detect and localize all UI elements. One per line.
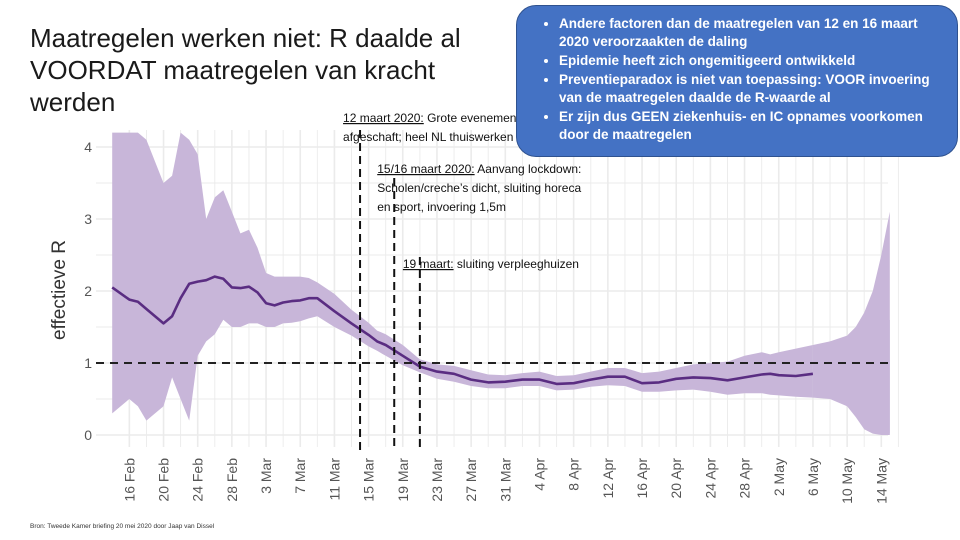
x-tick-label: 7 Mar [292,458,308,494]
r-line-group [111,275,814,386]
x-tick-label: 19 Mar [395,458,411,502]
annotation-line-text: sluiting verpleeghuizen [454,257,579,271]
x-tick-label: 8 Apr [566,458,582,491]
y-tick-label: 1 [84,355,92,371]
x-tick-label: 14 May [873,458,889,504]
x-tick-label: 11 Mar [326,458,342,501]
slide-title-line-1: Maatregelen werken niet: R daalde al [30,23,461,53]
annotation-text: 19 maart: sluiting verpleeghuizen [403,257,579,271]
y-tick-label: 3 [84,211,92,227]
slide-title-line-2: VOORDAT maatregelen van kracht werden [30,55,436,117]
info-box: Andere factoren dan de maatregelen van 1… [516,5,958,157]
slide-title: Maatregelen werken niet: R daalde al VOO… [30,22,520,118]
annotation-line-text: Aanvang lockdown: [475,162,582,176]
y-axis-label: effectieve R [49,240,70,340]
x-tick-label: 6 May [805,458,821,496]
annotation-text: 15/16 maart 2020: Aanvang lockdown: Schol… [377,162,581,214]
annotation-date: 15/16 maart 2020: [377,162,474,176]
annotation-date: 19 maart: [403,257,454,271]
x-tick-label: 20 Feb [156,458,172,502]
y-tick-label: 0 [84,427,92,443]
annotation-line-text: afgeschaft; heel NL thuiswerken [343,130,513,144]
x-tick-label: 24 Feb [190,458,206,502]
x-tick-label: 12 Apr [600,458,616,499]
x-tick-label: 4 Apr [532,458,548,491]
r-line [111,275,814,386]
info-bullet-list: Andere factoren dan de maatregelen van 1… [529,15,943,144]
annotation-text: 12 maart 2020: Grote evenementen afgescha… [343,111,533,144]
y-tick-label: 4 [84,139,92,155]
x-tick-label: 2 May [771,458,787,496]
x-tick-label: 24 Apr [702,458,718,499]
y-axis-ticks: 0 1 2 3 4 [84,139,92,443]
confidence-band-tail [847,211,890,435]
annotation-group: 12 maart 2020: Grote evenementen afgescha… [343,111,581,450]
x-tick-label: 28 Feb [224,458,240,502]
annotation-line-text: Scholen/creche’s dicht, sluiting horeca [377,181,581,195]
x-tick-label: 15 Mar [361,458,377,502]
source-note: Bron: Tweede Kamer briefing 20 mei 2020 … [30,523,215,530]
annotation-line-text: en sport, invoering 1,5m [377,200,506,214]
confidence-band [112,132,813,421]
x-tick-label: 28 Apr [737,458,753,499]
x-tick-label: 16 Apr [634,458,650,499]
info-bullet: Andere factoren dan de maatregelen van 1… [559,15,943,51]
x-tick-label: 27 Mar [463,458,479,502]
annotation-line-text: Grote evenementen [424,111,533,125]
x-tick-label: 16 Feb [121,458,137,502]
y-tick-label: 2 [84,283,92,299]
x-tick-label: 3 Mar [258,458,274,494]
x-tick-label: 10 May [839,458,855,504]
info-bullet: Er zijn dus GEEN ziekenhuis- en IC opnam… [559,108,943,144]
annotation-date: 12 maart 2020: [343,111,424,125]
x-tick-label: 20 Apr [668,458,684,499]
x-tick-label: 31 Mar [497,458,513,502]
x-axis-ticks: 16 Feb 20 Feb 24 Feb 28 Feb 3 Mar 7 Mar 11 Mar… [121,458,889,504]
info-bullet: Preventieparadox is niet van toepassing:… [559,71,943,107]
confidence-band-group [112,132,890,435]
x-tick-label: 23 Mar [429,458,445,502]
info-bullet: Epidemie heeft zich ongemitigeerd ontwik… [559,52,943,70]
